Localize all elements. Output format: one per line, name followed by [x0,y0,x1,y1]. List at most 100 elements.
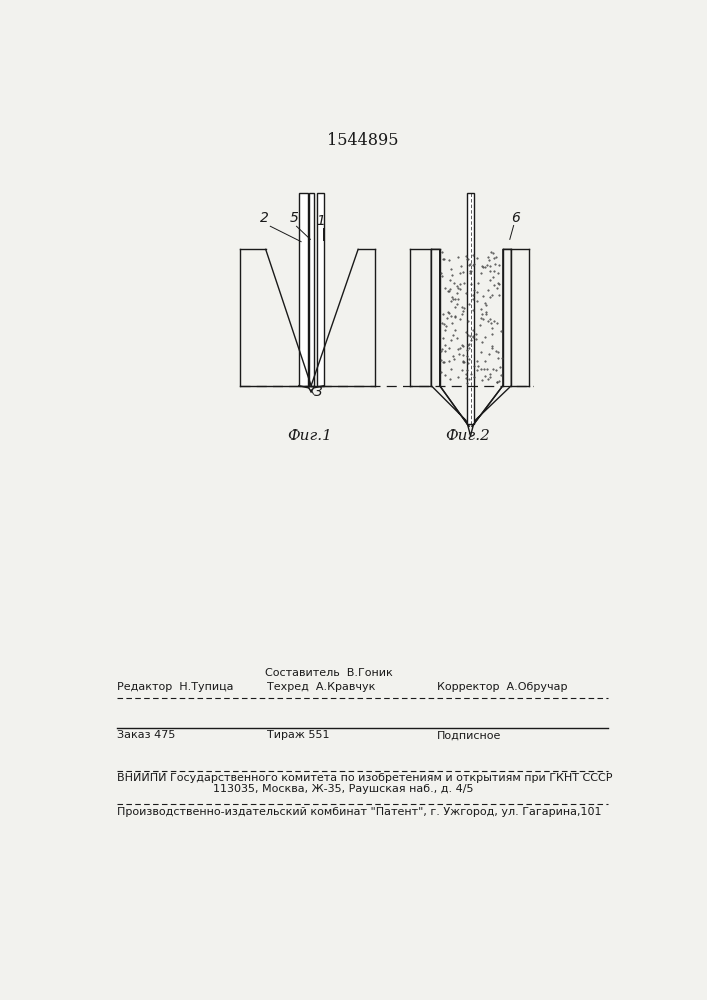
Point [472,250,483,266]
Point [460,370,472,386]
Point [467,257,479,273]
Point [484,369,496,385]
Point [467,287,479,303]
Point [448,327,459,343]
Text: 113035, Москва, Ж-35, Раушская наб., д. 4/5: 113035, Москва, Ж-35, Раушская наб., д. … [214,784,474,794]
Point [462,313,474,329]
Point [443,340,455,356]
Point [440,343,451,359]
Point [461,348,472,364]
Point [461,375,472,391]
Point [486,340,497,356]
Point [445,371,456,387]
Point [447,348,458,364]
Point [447,289,458,305]
Point [444,272,455,288]
Point [482,371,493,387]
Point [493,275,504,291]
Point [452,369,463,385]
Point [487,245,498,261]
Point [485,244,496,260]
Point [439,337,450,353]
Point [468,329,479,345]
Point [463,371,474,387]
Text: Подписное: Подписное [437,730,501,740]
Point [448,351,460,367]
Point [455,281,466,297]
Point [476,265,487,281]
Point [480,306,491,322]
Point [479,259,491,275]
Bar [299,193,308,386]
Point [479,361,490,377]
Point [491,374,502,390]
Text: 1: 1 [317,214,326,228]
Point [477,259,489,275]
Point [443,305,455,321]
Point [452,285,463,301]
Point [462,327,474,343]
Point [452,341,464,357]
Point [493,373,505,389]
Point [458,354,469,370]
Point [450,291,461,307]
Point [466,332,477,348]
Point [491,249,502,265]
Point [461,324,472,340]
Point [457,354,469,370]
Point [483,252,494,268]
Text: Техред  А.Кравчук: Техред А.Кравчук [267,682,375,692]
Point [472,275,484,291]
Point [470,326,481,342]
Text: Фиг.2: Фиг.2 [445,429,490,443]
Point [445,332,457,348]
Point [491,315,503,331]
Point [484,258,496,274]
Point [467,291,479,307]
Point [451,330,462,346]
Point [439,367,450,383]
Point [437,306,448,322]
Point [438,251,450,267]
Text: 3: 3 [314,385,323,399]
Point [445,293,457,309]
Point [486,320,498,336]
Point [489,263,500,279]
Point [443,252,454,268]
Point [452,249,464,265]
Text: 5: 5 [290,211,298,225]
Point [437,330,448,346]
Point [472,358,484,374]
Point [478,288,489,304]
Point [437,244,448,260]
Point [479,368,491,384]
Point [483,346,494,362]
Point [457,264,469,280]
Point [438,354,449,370]
Point [474,317,485,333]
Point [443,304,454,320]
Point [476,334,487,350]
Point [457,347,469,363]
Point [450,309,461,325]
Point [472,362,483,378]
Point [443,283,454,299]
Point [465,276,477,292]
Point [491,374,503,390]
Point [449,308,460,324]
Point [439,316,450,332]
Point [486,326,497,342]
Point [477,258,488,274]
Point [463,296,474,312]
Point [436,364,447,380]
Point [489,256,501,272]
Point [463,336,474,352]
Point [464,351,475,367]
Point [457,303,468,319]
Point [483,249,494,265]
Point [436,268,448,284]
Point [486,287,498,303]
Point [479,353,491,369]
Point [475,344,486,360]
Text: 6: 6 [512,211,520,225]
